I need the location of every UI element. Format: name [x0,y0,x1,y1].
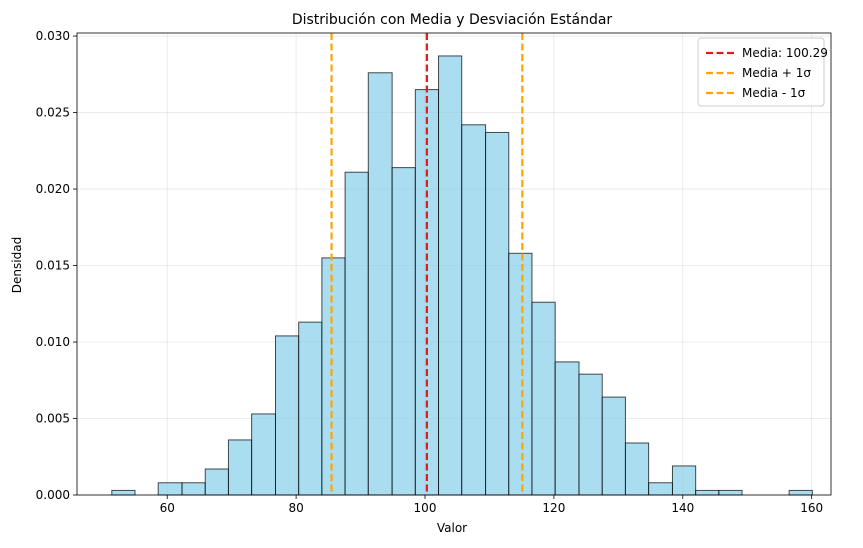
legend-label: Media - 1σ [742,86,806,100]
x-tick-label: 160 [800,501,823,515]
y-tick-label: 0.020 [36,182,70,196]
legend-label: Media: 100.29 [742,46,828,60]
histogram-bar [181,482,206,496]
y-tick-label: 0.015 [36,259,70,273]
histogram-bar [554,361,580,496]
histogram-bar [531,301,556,496]
histogram-bar [438,55,463,496]
histogram-bar [624,442,650,496]
histogram-bar [111,489,136,496]
histogram-bar [718,489,743,496]
x-axis-title: Valor [437,521,467,535]
reference-lines [330,33,524,495]
histogram-bar [671,465,697,496]
y-axis: 0.000 0.005 0.010 0.015 0.020 0.025 0.030 [36,29,77,502]
histogram-bar [204,468,229,496]
histogram-bar [485,131,510,496]
x-axis: 60 80 100 120 140 160 [160,495,823,515]
legend-box [697,37,825,107]
histogram-bar [508,252,533,496]
histogram-bar [578,373,603,496]
histogram-bar [601,396,626,496]
histogram-bar [157,482,183,496]
histogram-bar [461,124,487,496]
histogram-bar [321,257,346,496]
histogram-bar [344,171,369,496]
plot-frame [76,32,832,496]
histogram-bar [648,482,673,496]
histogram-bar [227,439,253,496]
legend: Media: 100.29 Media + 1σ Media - 1σ [697,37,828,107]
histogram-bar [298,321,323,496]
x-tick-label: 100 [414,501,437,515]
histogram-bars [111,55,813,496]
chart-title: Distribución con Media y Desviación Está… [292,12,613,28]
x-tick-label: 120 [542,501,565,515]
y-tick-label: 0.000 [36,488,70,502]
histogram-bar [391,167,416,496]
y-tick-label: 0.030 [36,29,70,43]
histogram-bar [788,489,813,496]
y-tick-label: 0.005 [36,412,70,426]
histogram-bar [367,72,393,496]
histogram-bar [695,489,720,496]
y-tick-label: 0.010 [36,335,70,349]
y-tick-label: 0.025 [36,106,70,120]
x-tick-label: 140 [671,501,694,515]
x-tick-label: 80 [288,501,303,515]
histogram-bar [251,413,276,496]
y-axis-title: Densidad [10,237,24,293]
legend-label: Media + 1σ [742,66,811,80]
x-tick-label: 60 [160,501,175,515]
histogram-bar [274,335,300,496]
